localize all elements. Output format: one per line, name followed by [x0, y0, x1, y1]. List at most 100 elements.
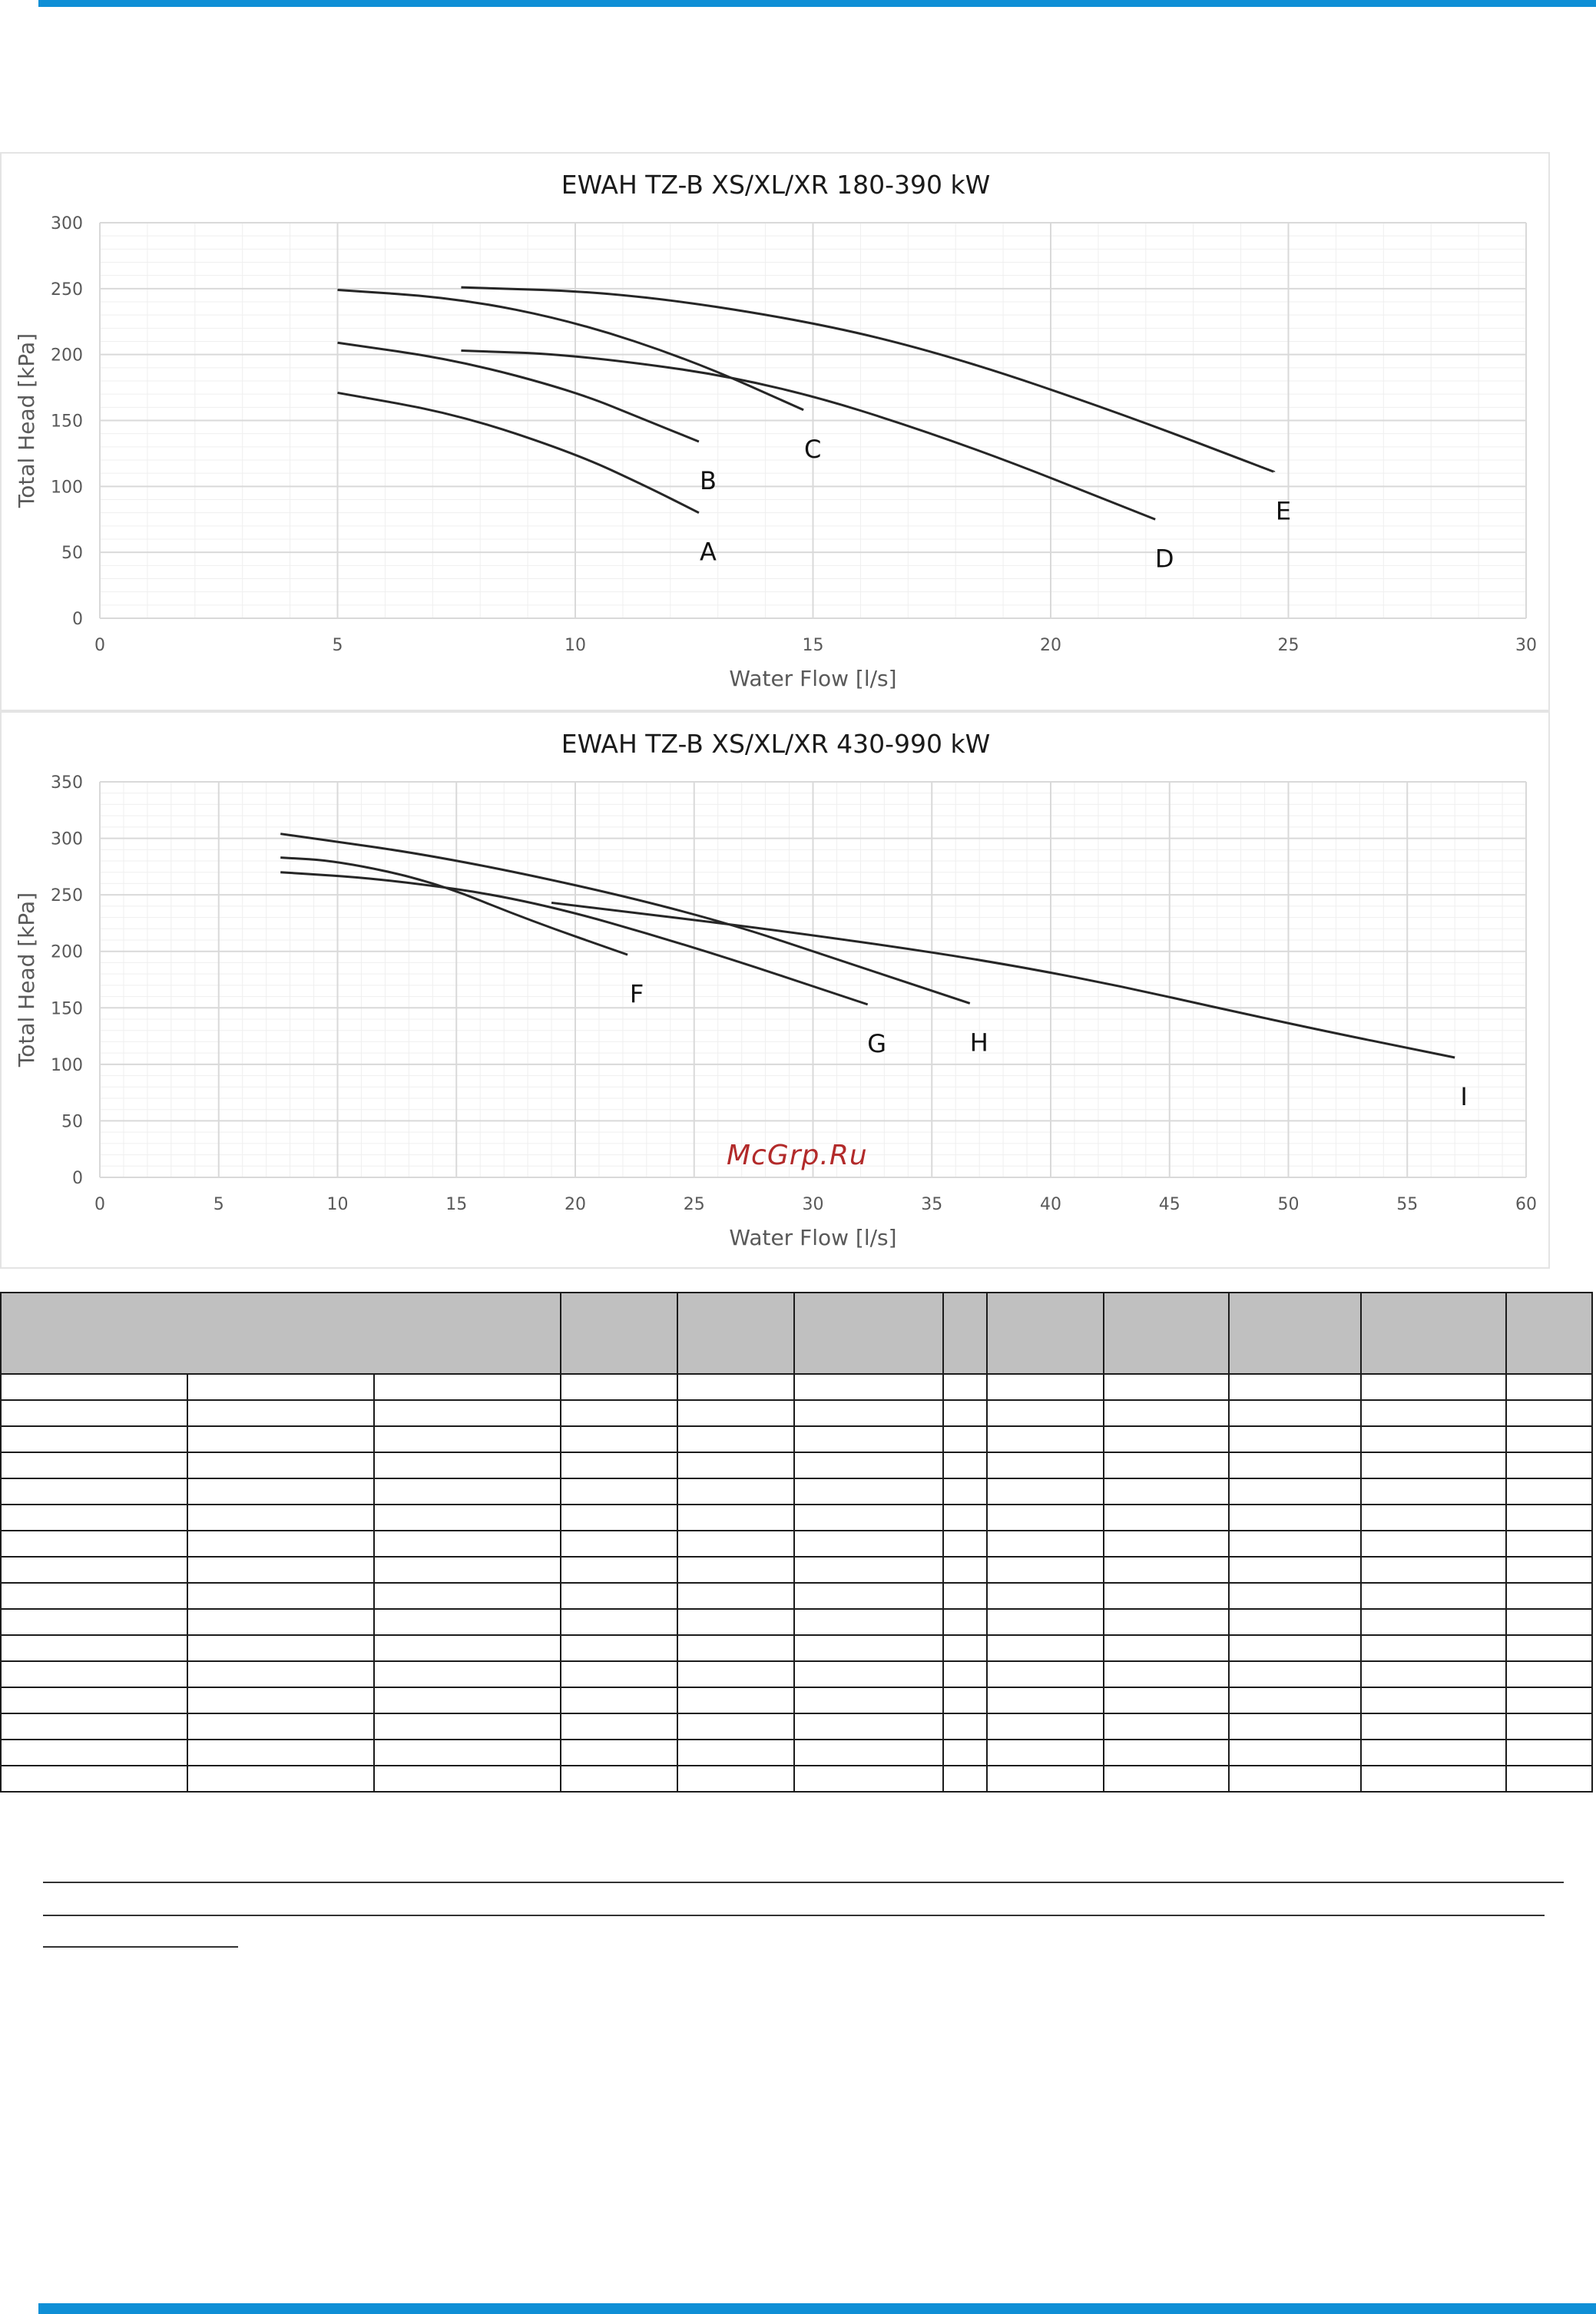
table-cell — [373, 1660, 562, 1688]
chart-1-series-C — [337, 289, 804, 412]
chart-2-x-tick-label: 10 — [327, 1195, 349, 1214]
table-row — [0, 1660, 1594, 1688]
table-cell — [560, 1582, 679, 1610]
table-row — [0, 1765, 1594, 1793]
chart-1-y-tick-label: 300 — [51, 214, 83, 233]
table-cell — [373, 1373, 562, 1401]
table-cell — [942, 1530, 988, 1558]
table-cell — [942, 1399, 988, 1427]
table-cell — [560, 1765, 679, 1793]
table-cell — [373, 1530, 562, 1558]
table-cell — [1505, 1634, 1594, 1662]
table-row — [0, 1687, 1594, 1714]
table-cell — [677, 1530, 796, 1558]
table-cell — [793, 1452, 945, 1479]
chart-2-x-axis-label: Water Flow [l/s] — [729, 1225, 896, 1250]
table-cell — [0, 1425, 188, 1453]
table-cell — [373, 1608, 562, 1636]
table-cell — [1360, 1687, 1508, 1714]
table-cell — [1228, 1425, 1363, 1453]
table-row — [0, 1713, 1594, 1740]
table-cell — [1228, 1399, 1363, 1427]
table-row — [0, 1504, 1594, 1531]
table-cell — [986, 1556, 1105, 1584]
table-cell — [373, 1425, 562, 1453]
table-cell — [187, 1765, 375, 1793]
chart-2-x-tick-label: 20 — [565, 1195, 586, 1214]
footnote-rule-2 — [43, 1915, 1545, 1916]
table-cell — [677, 1608, 796, 1636]
table-cell — [373, 1504, 562, 1531]
table-cell — [677, 1504, 796, 1531]
table-cell — [0, 1765, 188, 1793]
table-cell — [1228, 1373, 1363, 1401]
table-cell — [1103, 1556, 1230, 1584]
chart-2-x-tick-label: 35 — [921, 1195, 942, 1214]
table-cell — [560, 1452, 679, 1479]
chart-1-x-tick-label: 25 — [1278, 636, 1300, 655]
chart-2-x-tick-label: 5 — [214, 1195, 224, 1214]
table-row — [0, 1373, 1594, 1401]
chart-2-svg: 0 5 10 15 20 25 30 35 40 45 50 55 60 0 50 100 150 200 250 3… — [14, 729, 1537, 1250]
table-cell — [1228, 1530, 1363, 1558]
chart-1-series-B — [337, 341, 700, 443]
table-cell — [187, 1739, 375, 1766]
table-cell — [942, 1608, 988, 1636]
table-cell — [677, 1582, 796, 1610]
chart-2-series-label-F: F — [630, 979, 644, 1008]
table-cell — [187, 1660, 375, 1688]
table-cell — [986, 1582, 1105, 1610]
table-cell — [1103, 1530, 1230, 1558]
watermark: McGrp.Ru — [727, 1140, 868, 1171]
table-cell — [1360, 1504, 1508, 1531]
table-cell — [1103, 1582, 1230, 1610]
top-accent-bar — [38, 0, 1596, 7]
chart-2-x-tick-label: 15 — [445, 1195, 467, 1214]
table-cell — [560, 1713, 679, 1740]
table-cell — [1228, 1713, 1363, 1740]
table-cell — [187, 1373, 375, 1401]
table-cell — [373, 1739, 562, 1766]
table-cell — [560, 1399, 679, 1427]
chart-2-series-H — [280, 833, 971, 1005]
chart-2-series-label-I: I — [1460, 1082, 1467, 1111]
table-cell — [942, 1425, 988, 1453]
table-cell — [187, 1582, 375, 1610]
table-cell — [560, 1739, 679, 1766]
table-row — [0, 1425, 1594, 1453]
chart-1-y-tick-label: 0 — [72, 610, 83, 629]
table-cell — [187, 1608, 375, 1636]
table-cell — [560, 1660, 679, 1688]
table-cell — [942, 1634, 988, 1662]
table-cell — [677, 1634, 796, 1662]
table-cell — [1360, 1373, 1508, 1401]
table-row — [0, 1608, 1594, 1636]
table-cell — [1505, 1399, 1594, 1427]
table-cell — [373, 1582, 562, 1610]
table-cell — [187, 1478, 375, 1505]
table-cell — [1360, 1739, 1508, 1766]
chart-1-series-D — [461, 349, 1156, 521]
table-cell — [0, 1660, 188, 1688]
table-cell — [986, 1634, 1105, 1662]
table-row — [0, 1399, 1594, 1427]
table-cell — [677, 1556, 796, 1584]
table-cell — [1103, 1425, 1230, 1453]
table-cell — [560, 1504, 679, 1531]
table-cell — [0, 1504, 188, 1531]
table-header-cell — [1103, 1292, 1230, 1375]
table-cell — [0, 1478, 188, 1505]
table-header-row — [0, 1292, 1594, 1375]
table-cell — [0, 1739, 188, 1766]
chart-1-y-tick-label: 250 — [51, 280, 83, 300]
table-cell — [793, 1687, 945, 1714]
table-cell — [677, 1478, 796, 1505]
table-cell — [986, 1452, 1105, 1479]
table-cell — [677, 1452, 796, 1479]
chart-2-title: EWAH TZ-B XS/XL/XR 430-990 kW — [561, 729, 991, 759]
chart-1-x-tick-label: 0 — [94, 636, 105, 655]
table-cell — [793, 1556, 945, 1584]
table-cell — [0, 1399, 188, 1427]
chart-1-title: EWAH TZ-B XS/XL/XR 180-390 kW — [561, 170, 991, 200]
